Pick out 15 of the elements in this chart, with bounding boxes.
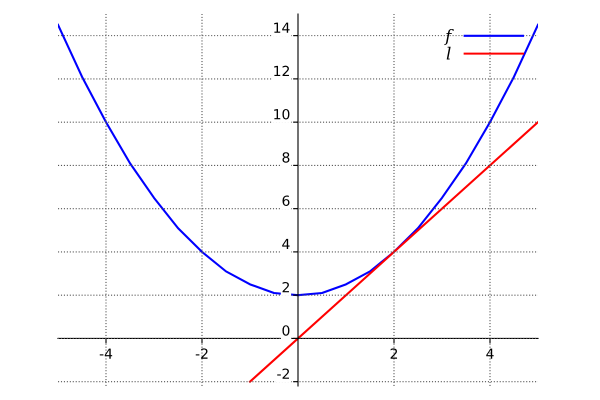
y-tick-label: 4 <box>282 238 290 250</box>
x-tick-label: -2 <box>196 348 208 359</box>
x-tick-label: 2 <box>390 348 398 359</box>
y-tick-label: 2 <box>282 282 289 292</box>
x-tick-label: 4 <box>486 348 494 359</box>
y-tick-label: 6 <box>282 195 290 206</box>
legend-label: l <box>446 46 451 60</box>
x-tick-label: -4 <box>100 348 112 359</box>
y-tick-label: 10 <box>274 108 290 120</box>
y-tick-label: 12 <box>274 66 289 76</box>
y-tick-label: 8 <box>282 152 290 163</box>
y-tick-label: -2 <box>277 368 289 379</box>
y-tick-label: 14 <box>274 22 290 33</box>
legend-label: f <box>444 29 454 46</box>
y-tick-label: 0 <box>282 325 290 336</box>
